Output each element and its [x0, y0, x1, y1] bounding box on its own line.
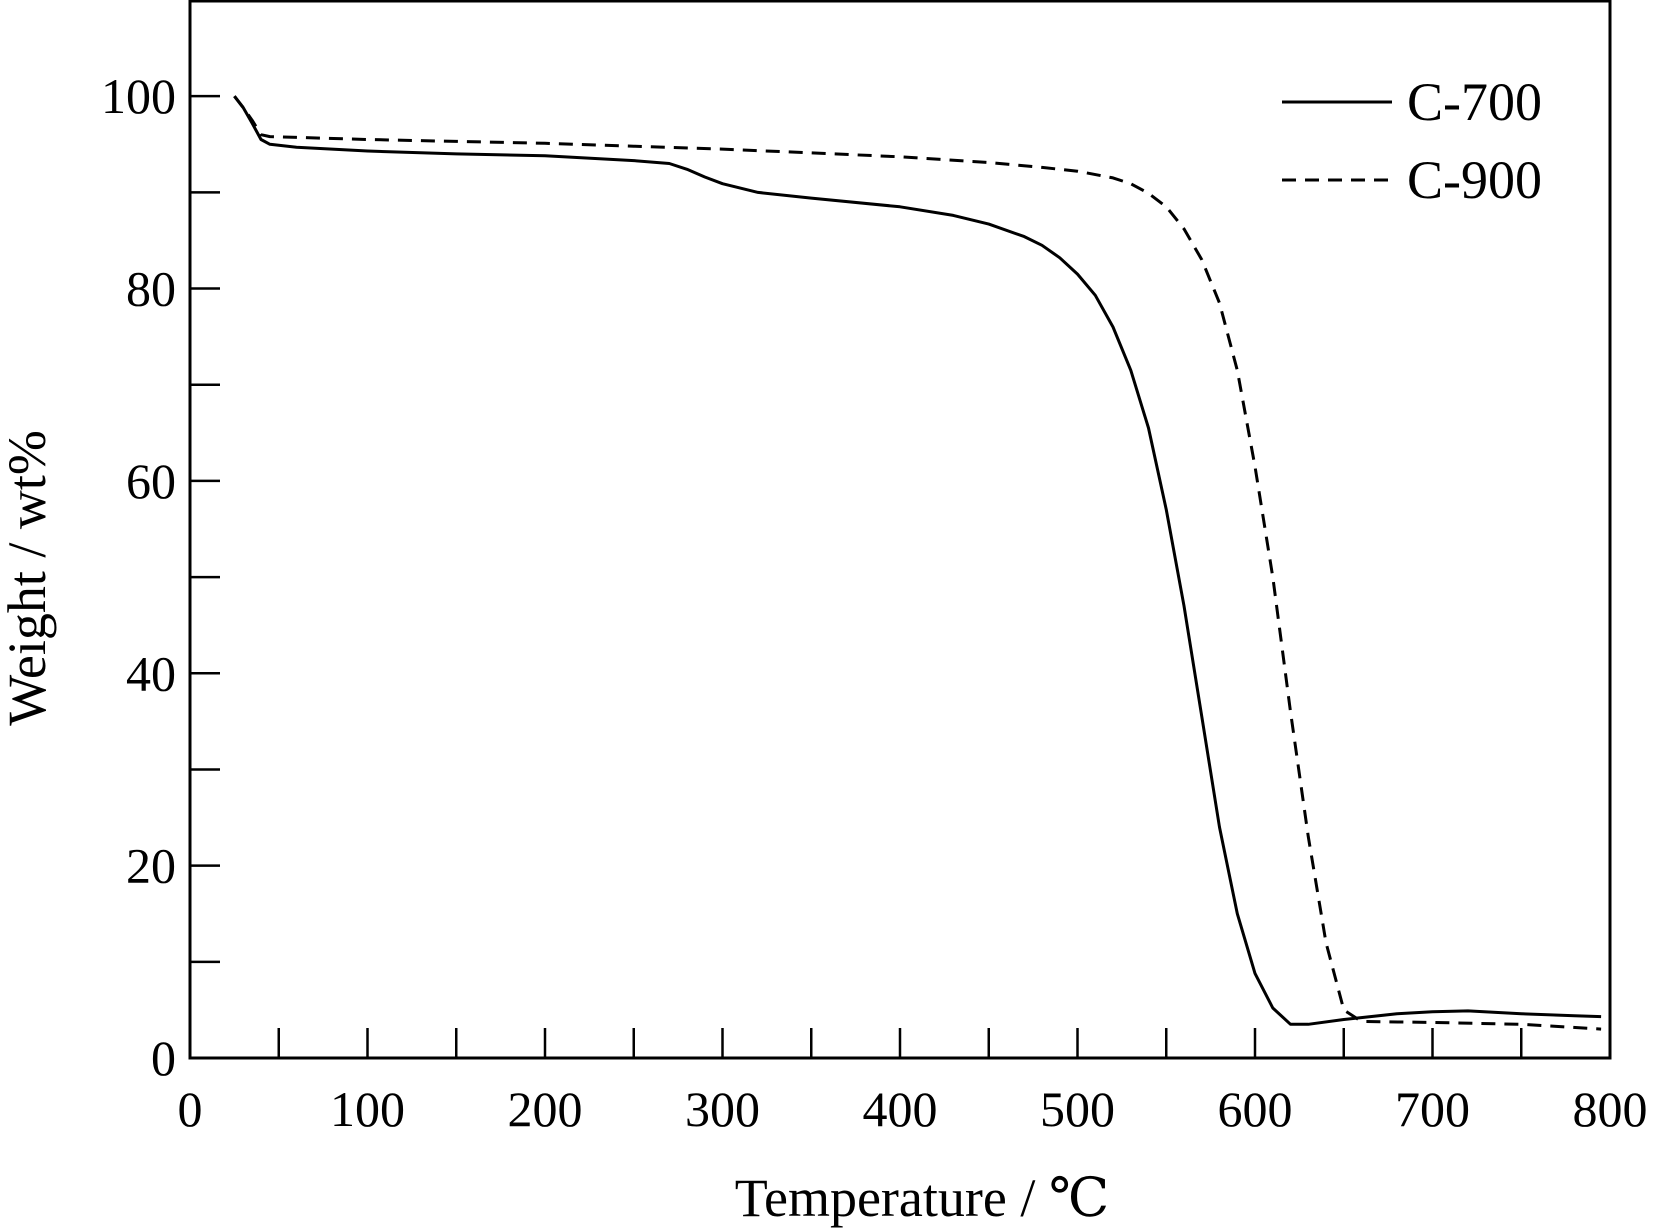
- x-tick-label: 400: [863, 1081, 938, 1137]
- y-tick-label: 80: [126, 261, 176, 317]
- legend-label-c-900: C-900: [1407, 150, 1542, 210]
- x-tick-label: 700: [1395, 1081, 1470, 1137]
- axis-ticks: [188, 94, 1612, 1060]
- y-axis-title: Weight / wt%: [0, 430, 57, 726]
- y-tick-label: 60: [126, 453, 176, 509]
- x-tick-label: 100: [330, 1081, 405, 1137]
- series-line-c-700: [233, 95, 1602, 1026]
- legend: C-700 C-900: [1282, 72, 1542, 210]
- y-tick-label: 0: [151, 1030, 176, 1086]
- y-tick-label: 100: [101, 68, 176, 124]
- tick-labels: 0 100 200 300 400 500 600 700 800 0 20 40 60 80 100: [101, 68, 1648, 1137]
- series-line-c-900: [233, 95, 1602, 1031]
- x-axis-title: Temperature / ℃: [735, 1168, 1109, 1228]
- x-tick-label: 500: [1040, 1081, 1115, 1137]
- x-tick-label: 300: [685, 1081, 760, 1137]
- x-tick-label: 0: [178, 1081, 203, 1137]
- x-tick-label: 600: [1218, 1081, 1293, 1137]
- data-series: [233, 95, 1602, 1031]
- legend-label-c-700: C-700: [1407, 72, 1542, 132]
- y-tick-label: 40: [126, 645, 176, 701]
- x-tick-label: 200: [508, 1081, 583, 1137]
- y-tick-label: 20: [126, 838, 176, 894]
- x-tick-label: 800: [1573, 1081, 1648, 1137]
